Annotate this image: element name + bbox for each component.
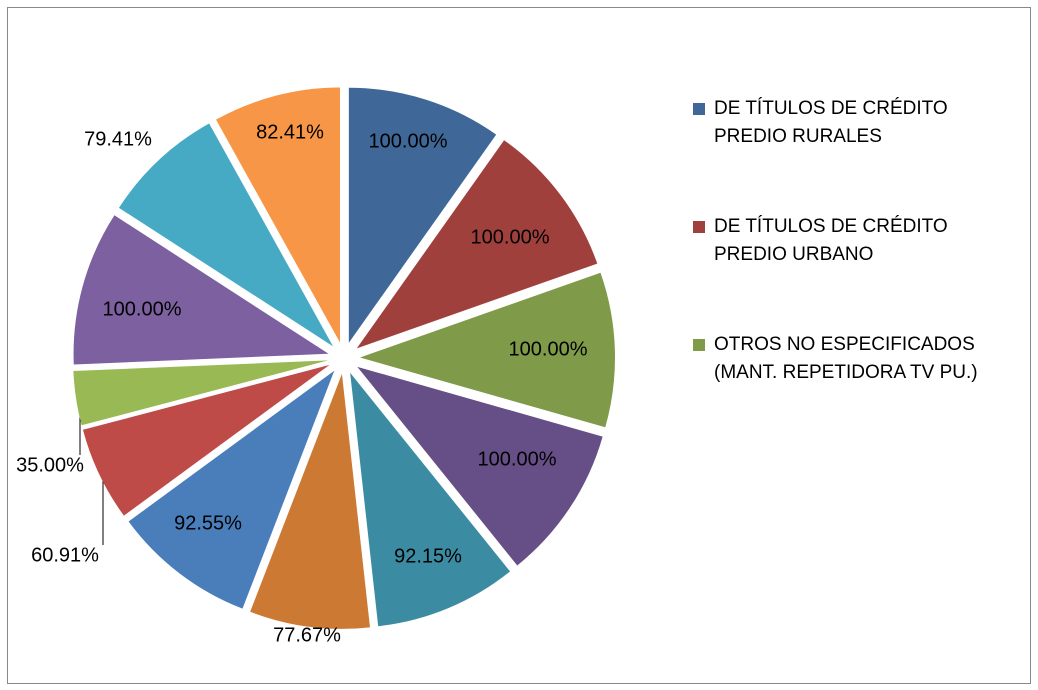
data-label: 35.00% (16, 454, 84, 476)
data-label: 92.55% (174, 512, 242, 534)
data-label: 100.00% (103, 298, 182, 320)
pie-slice (216, 87, 340, 343)
legend-swatch (693, 339, 705, 351)
pie-slice (350, 372, 511, 627)
pie-slice (357, 366, 603, 566)
data-label: 100.00% (471, 226, 550, 248)
pie-slice (73, 360, 329, 426)
legend-swatch (693, 221, 705, 233)
legend-label: DE TÍTULOS DE CRÉDITO PREDIO RURALES (714, 98, 948, 147)
data-label: 82.41% (256, 121, 324, 143)
legend-swatch (693, 103, 705, 115)
legend-entry: OTROS NO ESPECIFICADOS (MANT. REPETIDORA… (693, 331, 1014, 387)
legend-label: DE TÍTULOS DE CRÉDITO PREDIO URBANO (714, 216, 948, 265)
legend: DE TÍTULOS DE CRÉDITO PREDIO RURALES DE T… (693, 95, 1033, 449)
data-label: 79.41% (84, 128, 152, 150)
pie-slice (356, 140, 598, 349)
data-label: 100.00% (478, 448, 557, 470)
pie-slice (359, 272, 615, 428)
legend-entry: DE TÍTULOS DE CRÉDITO PREDIO URBANO (693, 213, 1014, 269)
data-label: 60.91% (31, 544, 99, 566)
pie-slice (118, 123, 334, 347)
pie-slice (348, 87, 497, 343)
legend-label: OTROS NO ESPECIFICADOS (MANT. REPETIDORA… (714, 334, 978, 383)
data-label: 100.00% (509, 338, 588, 360)
pie-slice (250, 373, 371, 629)
pie-slice (73, 215, 329, 365)
data-label: 77.67% (273, 624, 341, 646)
data-label: 100.00% (369, 130, 448, 152)
legend-entry: DE TÍTULOS DE CRÉDITO PREDIO RURALES (693, 95, 1014, 151)
data-label: 92.15% (394, 545, 462, 567)
pie-slice (128, 370, 335, 609)
pie-slice (82, 364, 330, 516)
